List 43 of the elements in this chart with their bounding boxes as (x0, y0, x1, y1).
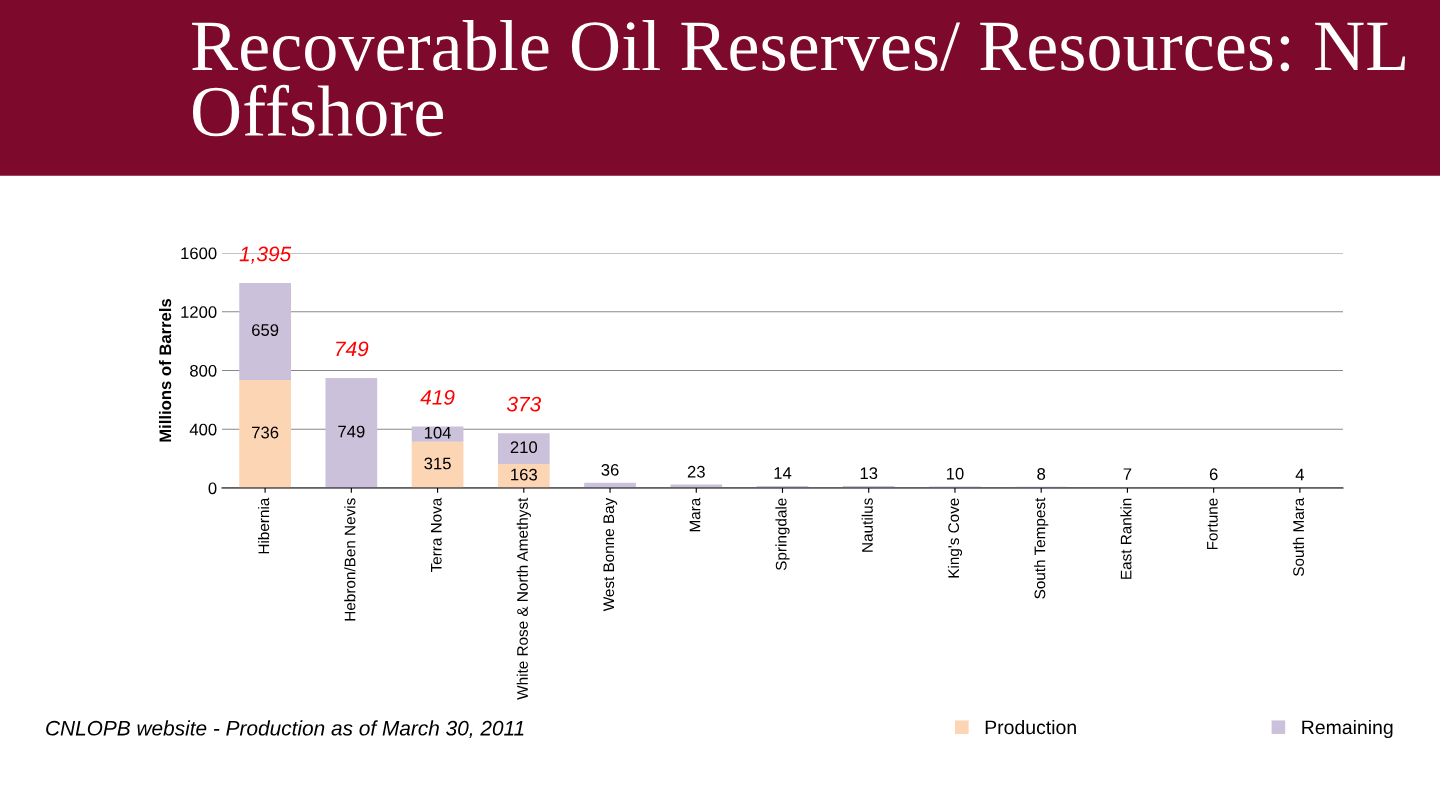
data-label: 36 (601, 463, 619, 476)
data-label: 163 (511, 468, 537, 481)
x-tick-label: Nautilus (861, 498, 873, 552)
y-tick-label: 0 (208, 482, 217, 495)
x-tick-label: Fortune (1207, 498, 1218, 550)
y-tick-label: 1200 (181, 306, 217, 318)
x-tick-label: White Rose & North Amethyst (516, 497, 531, 700)
y-tick-label: 1600 (181, 247, 217, 260)
data-label: 10 (946, 467, 964, 480)
y-axis-title: Millions of Barrels (158, 298, 172, 442)
x-tick-label: Terra Nova (431, 497, 442, 573)
data-label: 6 (1209, 468, 1218, 481)
x-tick-label: King's Cove (947, 498, 963, 578)
text: CNLOPB website - Production as of March 30, 2011 (46, 720, 524, 739)
data-label: 7 (1123, 468, 1132, 480)
x-tick-label: Springdale (775, 498, 790, 571)
data-label: 13 (860, 467, 878, 480)
data-label: 104 (424, 426, 451, 439)
data-label: 659 (252, 324, 279, 336)
x-tick-label: Hibernia (257, 497, 270, 554)
data-label: 8 (1037, 468, 1046, 480)
x-tick-label: Mara (689, 497, 701, 532)
legend-label: Remaining (1302, 719, 1393, 739)
data-label: 4 (1295, 468, 1305, 481)
total-label: 749 (336, 341, 369, 357)
total-label: 373 (506, 396, 542, 412)
data-label: 736 (252, 426, 279, 439)
x-tick-label: South Tempest (1034, 497, 1049, 599)
data-label: 210 (510, 441, 538, 454)
x-tick-label: Hebron/Ben Nevis (344, 498, 356, 621)
total-label: 419 (420, 389, 455, 405)
x-tick-label: East Rankin (1120, 498, 1132, 579)
chart-title: Recoverable Oil Reserves/ Resources: NL Offshore (192, 20, 1406, 137)
data-label: 749 (338, 425, 365, 438)
x-tick-label: South Mara (1292, 497, 1304, 576)
y-tick-label: 800 (190, 364, 217, 377)
total-label: 1,395 (239, 246, 292, 264)
y-tick-label: 400 (189, 423, 217, 436)
x-tick-label: West Bonne Bay (603, 497, 618, 612)
data-label: 23 (687, 465, 705, 478)
data-label: 14 (774, 467, 792, 479)
legend-label: Production (985, 719, 1076, 735)
data-label: 315 (424, 457, 451, 470)
